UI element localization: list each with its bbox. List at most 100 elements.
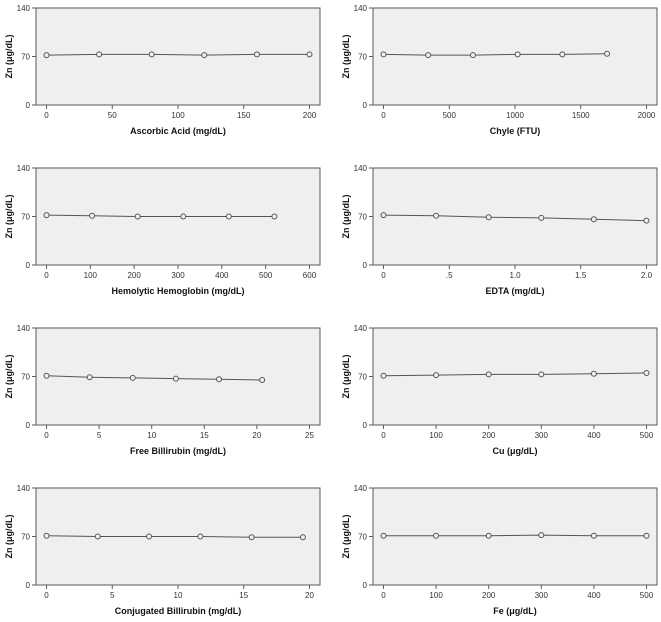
x-tick-label: 1500 (572, 111, 590, 120)
data-point (96, 51, 103, 58)
x-tick-label: 2000 (638, 111, 656, 120)
y-tick-label: 70 (21, 213, 30, 222)
y-axis-title: Zn (μg/dL) (341, 355, 351, 399)
data-point (380, 212, 387, 219)
y-tick-label: 0 (363, 581, 368, 590)
x-tick-label: 0 (381, 111, 386, 120)
y-axis-title: Zn (μg/dL) (4, 195, 14, 239)
chart-panel-8: 0 70 140 0 100 200 300 400 500 Fe (μg/dL) Zn (μg/d… (341, 484, 658, 616)
data-point (216, 376, 223, 383)
data-point (43, 212, 50, 219)
data-point (538, 214, 545, 221)
plot-area (372, 167, 658, 266)
y-tick-label: 140 (17, 484, 31, 493)
x-axis-title: Fe (μg/dL) (493, 606, 537, 616)
x-axis-title: EDTA (mg/dL) (486, 286, 545, 296)
data-point (129, 374, 136, 381)
y-tick-label: 70 (358, 533, 367, 542)
chart-panel-2: 0 70 140 0 500 1000 1500 2000 Chyle (FTU) Zn (μg/… (341, 4, 658, 136)
data-point (259, 376, 266, 383)
x-tick-label: 100 (429, 591, 443, 600)
x-axis-title: Chyle (FTU) (490, 126, 541, 136)
x-tick-label: 500 (640, 591, 654, 600)
series-line (46, 53, 310, 56)
x-axis-title: Conjugated Billirubin (mg/dL) (115, 606, 241, 616)
x-tick-label: 10 (174, 591, 183, 600)
x-tick-label: 25 (305, 431, 314, 440)
y-tick-label: 70 (21, 533, 30, 542)
x-tick-label: .5 (446, 271, 453, 280)
x-axis-title: Hemolytic Hemoglobin (mg/dL) (111, 286, 244, 296)
data-point (271, 213, 278, 220)
x-tick-label: 1.5 (575, 271, 587, 280)
data-point (201, 52, 208, 59)
x-tick-label: 0 (381, 431, 386, 440)
data-point (94, 533, 101, 540)
series-line (383, 214, 647, 222)
x-tick-label: 400 (215, 271, 229, 280)
y-axis-title: Zn (μg/dL) (341, 35, 351, 79)
x-tick-label: 0 (381, 271, 386, 280)
data-point (433, 372, 440, 379)
data-point (43, 372, 50, 379)
data-point (590, 532, 597, 539)
data-point (172, 375, 179, 382)
data-point (380, 51, 387, 58)
x-tick-label: 100 (429, 431, 443, 440)
data-point (148, 51, 155, 58)
data-point (485, 532, 492, 539)
chart-panel-4: 0 70 140 0 .5 1.0 1.5 2.0 EDTA (mg/dL) Zn (μg/dL) (341, 164, 658, 296)
data-point (253, 51, 260, 58)
y-tick-label: 140 (354, 4, 368, 13)
data-point (134, 213, 141, 220)
x-tick-label: 20 (252, 431, 261, 440)
x-tick-label: 1.0 (509, 271, 521, 280)
y-tick-label: 140 (17, 324, 31, 333)
y-axis-title: Zn (μg/dL) (4, 515, 14, 559)
chart-panel-3: 0 70 140 0 100 200 300 400 500 600 Hemolytic Hemog… (4, 164, 321, 296)
x-tick-label: 5 (97, 431, 102, 440)
y-tick-label: 70 (21, 373, 30, 382)
y-tick-label: 140 (17, 4, 31, 13)
x-axis-title: Ascorbic Acid (mg/dL) (130, 126, 226, 136)
y-tick-label: 0 (363, 421, 368, 430)
x-axis-title: Cu (μg/dL) (493, 446, 538, 456)
data-point (43, 532, 50, 539)
data-point (643, 370, 650, 377)
data-point (469, 52, 476, 59)
series-line (383, 372, 647, 377)
x-tick-label: 400 (587, 431, 601, 440)
x-tick-label: 200 (303, 111, 317, 120)
y-tick-label: 70 (358, 53, 367, 62)
x-tick-label: 200 (127, 271, 141, 280)
data-point (643, 217, 650, 224)
data-point (43, 52, 50, 59)
chart-panel-1: 0 70 140 0 50 100 150 200 Ascorbic Acid (mg/dL) Z… (4, 4, 321, 136)
y-tick-label: 0 (26, 581, 31, 590)
x-tick-label: 2.0 (641, 271, 653, 280)
x-tick-label: 600 (303, 271, 317, 280)
y-tick-label: 140 (17, 164, 31, 173)
x-tick-label: 100 (171, 111, 185, 120)
x-tick-label: 20 (305, 591, 314, 600)
data-point (433, 212, 440, 219)
plot-area (372, 7, 658, 106)
series-line (46, 375, 263, 381)
data-point (514, 51, 521, 58)
x-tick-label: 100 (84, 271, 98, 280)
chart-panel-5: 0 70 140 0 5 10 15 20 25 Free Billirubin (mg/dL) Z… (4, 324, 321, 456)
x-tick-label: 400 (587, 591, 601, 600)
data-point (146, 533, 153, 540)
data-point (380, 372, 387, 379)
x-tick-label: 200 (482, 591, 496, 600)
chart-panel-7: 0 70 140 0 5 10 15 20 Conjugated Billirubin (mg/… (4, 484, 321, 616)
data-point (559, 51, 566, 58)
data-point (425, 52, 432, 59)
data-point (306, 51, 313, 58)
series-line (46, 535, 303, 538)
chart-panel-6: 0 70 140 0 100 200 300 400 500 Cu (μg/dL) Zn (μg/d… (341, 324, 658, 456)
x-tick-label: 50 (108, 111, 117, 120)
y-tick-label: 140 (354, 164, 368, 173)
data-point (590, 216, 597, 223)
x-tick-label: 15 (239, 591, 248, 600)
